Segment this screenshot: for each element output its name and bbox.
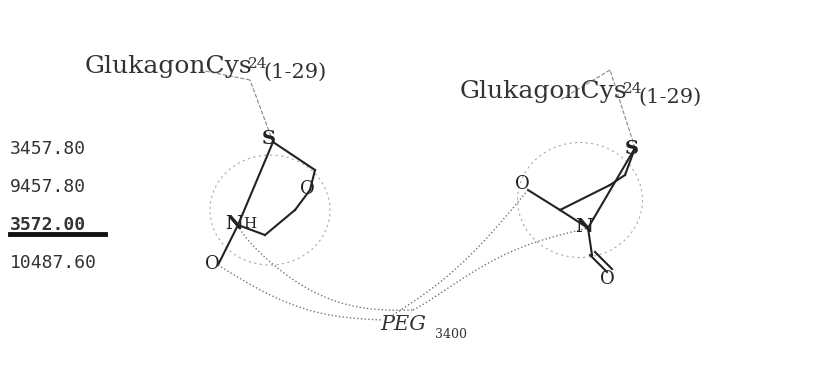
Text: 3572.00: 3572.00 — [10, 216, 86, 234]
Text: GlukagonCys: GlukagonCys — [85, 55, 253, 78]
Text: 9457.80: 9457.80 — [10, 178, 86, 196]
Text: O: O — [515, 175, 530, 193]
Text: O: O — [300, 180, 314, 198]
Text: N: N — [225, 215, 243, 233]
Text: S: S — [262, 130, 276, 148]
Text: S: S — [625, 140, 639, 158]
Text: O: O — [600, 270, 615, 288]
Text: O: O — [205, 255, 220, 273]
Text: 24: 24 — [248, 57, 267, 71]
Text: (1-29): (1-29) — [638, 88, 701, 107]
Text: H: H — [243, 217, 256, 231]
Text: GlukagonCys: GlukagonCys — [460, 80, 628, 103]
Text: 10487.60: 10487.60 — [10, 254, 97, 272]
Text: PEG: PEG — [380, 315, 426, 334]
Text: 3400: 3400 — [435, 328, 467, 341]
Text: (1-29): (1-29) — [263, 63, 326, 82]
Text: N: N — [575, 218, 593, 236]
Text: 3457.80: 3457.80 — [10, 140, 86, 158]
Text: 24: 24 — [623, 82, 643, 96]
